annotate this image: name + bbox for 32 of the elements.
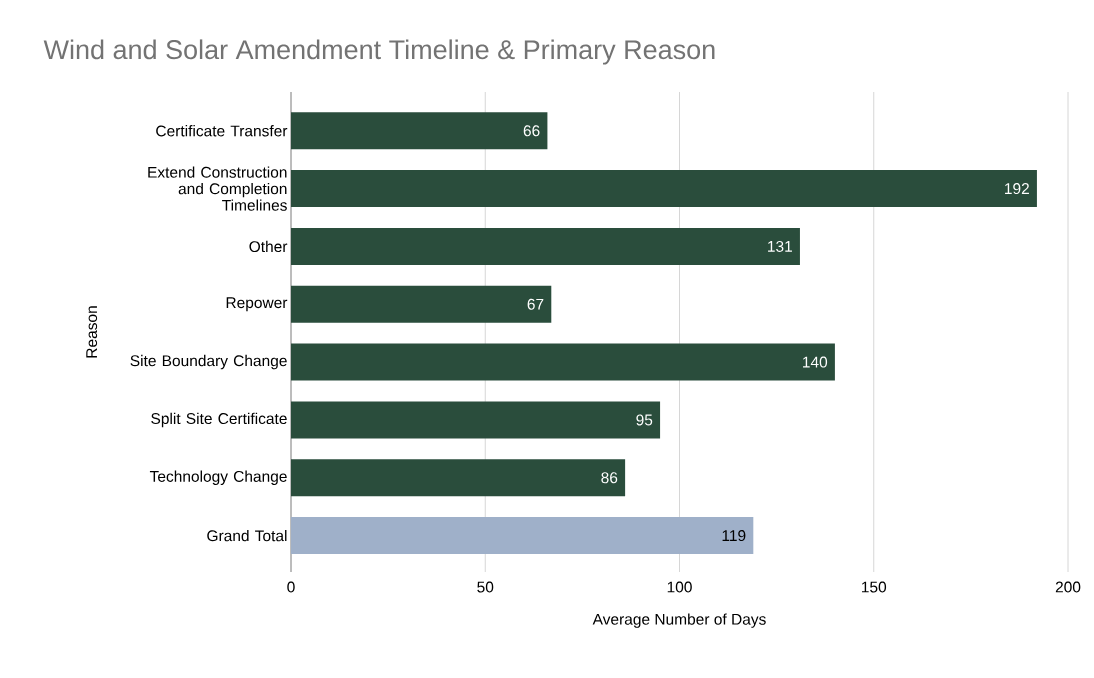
chart-title: Wind and Solar Amendment Timeline & Primary Reason bbox=[43, 39, 715, 65]
bar bbox=[291, 170, 1037, 208]
y-tick-label: Split Site Certificate bbox=[151, 412, 287, 428]
bar bbox=[291, 112, 548, 150]
y-tick-label: Site Boundary Change bbox=[130, 354, 287, 370]
y-tick-label: Repower bbox=[226, 297, 288, 312]
x-tick-label: 0 bbox=[287, 581, 295, 593]
data-label: 66 bbox=[523, 125, 540, 137]
x-tick-label: 50 bbox=[477, 581, 494, 593]
x-axis-title: Average Number of Days bbox=[592, 613, 766, 628]
x-tick-label: 150 bbox=[862, 581, 887, 593]
data-label: 131 bbox=[768, 240, 792, 252]
data-label: 86 bbox=[601, 472, 618, 484]
y-tick-label: Other bbox=[249, 240, 288, 253]
data-label: 119 bbox=[722, 530, 746, 542]
data-label: 67 bbox=[527, 298, 544, 310]
data-label: 192 bbox=[1005, 183, 1029, 195]
bar bbox=[291, 517, 754, 555]
y-tick-label: Technology Change bbox=[149, 470, 287, 485]
y-tick-label: Extend Construction and Completion Timelines bbox=[148, 166, 287, 211]
x-tick-label: 200 bbox=[1055, 581, 1081, 593]
bar bbox=[291, 285, 552, 323]
data-label: 140 bbox=[803, 356, 828, 368]
bar bbox=[291, 343, 835, 381]
bar bbox=[291, 227, 800, 265]
x-tick-label: 100 bbox=[667, 581, 692, 593]
bar bbox=[291, 459, 626, 497]
y-tick-label: Grand Total bbox=[207, 529, 287, 542]
y-axis-title: Reason bbox=[86, 306, 98, 358]
data-label: 95 bbox=[636, 414, 653, 426]
bar bbox=[291, 401, 661, 439]
y-tick-label: Certificate Transfer bbox=[156, 125, 288, 137]
